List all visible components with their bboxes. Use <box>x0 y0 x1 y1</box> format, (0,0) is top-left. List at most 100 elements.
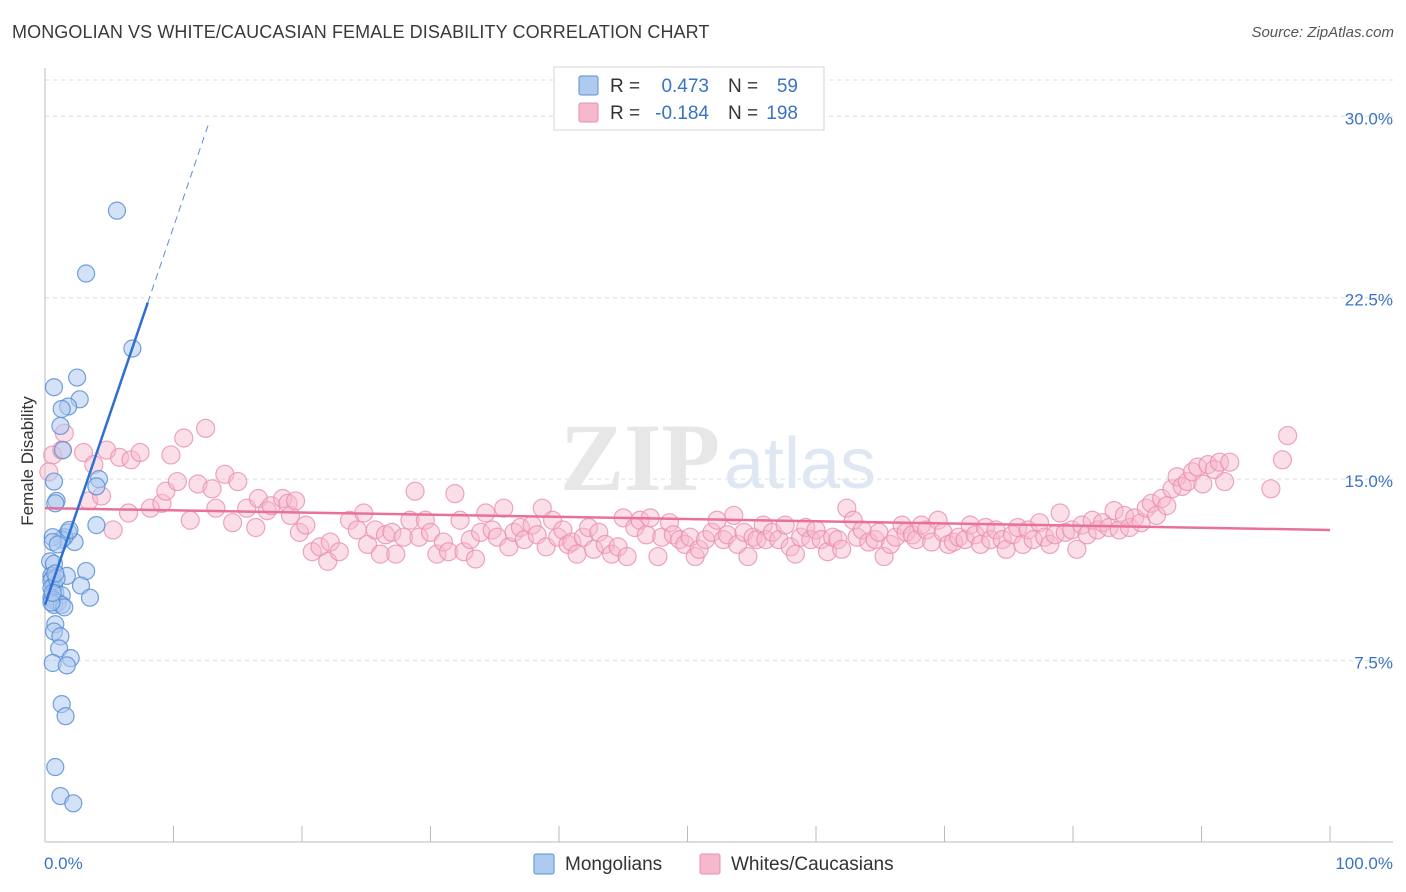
data-point-white <box>103 520 123 540</box>
series-legend-label: Mongolians <box>565 854 662 875</box>
data-point-white <box>427 544 447 564</box>
y-axis-label: Female Disability <box>18 396 37 526</box>
data-point-white <box>261 496 281 516</box>
grid-lines <box>45 79 1393 662</box>
data-point-white <box>589 522 609 542</box>
data-point-white <box>567 544 587 564</box>
data-point-white <box>886 527 906 547</box>
data-point-mongolian <box>107 201 127 220</box>
data-point-mongolian <box>87 477 106 496</box>
data-point-white <box>1220 452 1240 472</box>
trend-line-mongolians-extension <box>147 120 210 303</box>
data-point-white <box>296 515 316 535</box>
data-point-white <box>1067 539 1087 559</box>
data-point-mongolian <box>77 264 96 283</box>
data-point-mongolian <box>53 441 73 460</box>
y-tick-label: 30.0% <box>1345 109 1393 128</box>
data-point-mongolian <box>44 378 64 397</box>
data-point-white <box>874 546 894 567</box>
data-point-white <box>180 510 200 530</box>
y-tick-label: 15.0% <box>1345 472 1393 491</box>
data-point-mongolian <box>80 588 100 607</box>
data-point-white <box>494 498 514 518</box>
data-point-white <box>775 515 795 535</box>
data-point-white <box>400 510 420 530</box>
y-tick-label: 7.5% <box>1354 654 1393 673</box>
legend-r-value: 0.473 <box>661 76 709 97</box>
data-point-white <box>1050 503 1070 523</box>
data-point-white <box>617 546 637 567</box>
x-tick-label-min: 0.0% <box>44 854 83 873</box>
legend-n-value: 198 <box>766 103 798 124</box>
data-point-white <box>499 537 519 557</box>
series-legend-label: Whites/Caucasians <box>731 854 894 875</box>
data-point-white <box>510 517 531 538</box>
data-point-mongolian <box>46 757 65 777</box>
data-point-white <box>382 522 402 542</box>
watermark: ZIP atlas <box>560 404 876 511</box>
data-point-white <box>981 530 1001 550</box>
data-point-white <box>465 549 486 569</box>
data-point-white <box>202 479 222 499</box>
data-point-white <box>724 505 744 526</box>
data-point-white <box>1209 452 1230 472</box>
data-point-white <box>409 527 429 547</box>
data-point-white <box>837 498 857 518</box>
data-point-white <box>1029 513 1050 533</box>
data-point-mongolian <box>68 368 87 387</box>
data-point-white <box>811 530 831 550</box>
data-point-white <box>130 442 150 463</box>
legend-n-value: 59 <box>777 76 798 97</box>
data-point-white <box>329 542 349 562</box>
data-point-white <box>420 522 441 542</box>
trend-lines <box>43 120 1331 606</box>
legend-r-label: R = <box>610 103 640 124</box>
data-point-white <box>1141 493 1161 513</box>
data-point-white <box>206 498 226 518</box>
data-point-white <box>1104 500 1124 521</box>
data-point-white <box>689 539 709 559</box>
source-label: Source: ZipAtlas.com <box>1251 24 1394 41</box>
data-point-white <box>174 428 194 448</box>
data-point-white <box>1177 471 1197 492</box>
watermark-atlas: atlas <box>724 424 876 504</box>
data-point-mongolian <box>56 707 75 726</box>
data-point-white <box>965 525 985 545</box>
stats-legend: R = 0.473 N = 59 R = -0.184 N = 198 <box>553 66 825 131</box>
data-point-white <box>152 493 172 513</box>
data-point-white <box>280 505 301 526</box>
data-point-white <box>188 474 208 494</box>
data-point-mongolian <box>87 516 106 535</box>
data-point-white <box>433 532 453 552</box>
data-point-white <box>370 544 390 564</box>
legend-n-label: N = <box>728 103 758 124</box>
legend-r-label: R = <box>610 76 640 97</box>
data-point-white <box>785 544 806 564</box>
data-point-white <box>289 522 310 542</box>
data-point-white <box>702 522 722 542</box>
data-point-white <box>460 530 480 550</box>
data-point-mongolian <box>52 399 71 419</box>
data-point-white <box>393 527 414 547</box>
data-point-white <box>196 418 216 438</box>
data-point-white <box>386 544 406 564</box>
data-point-white <box>118 503 139 523</box>
data-point-white <box>1040 534 1060 555</box>
data-point-white <box>992 530 1012 550</box>
data-point-white <box>109 447 130 467</box>
series-legend-swatch <box>533 853 555 875</box>
data-point-white <box>738 546 758 567</box>
x-tick-label-max: 100.0% <box>1335 854 1393 873</box>
y-tick-label: 22.5% <box>1345 291 1393 310</box>
data-point-white <box>140 498 160 518</box>
legend-swatch <box>578 75 599 96</box>
data-point-white <box>246 517 266 538</box>
data-point-white <box>1157 496 1177 516</box>
data-point-white <box>906 530 926 550</box>
watermark-zip: ZIP <box>560 404 720 511</box>
data-point-white <box>832 539 852 559</box>
series-legend: Mongolians Whites/Caucasians <box>533 853 894 875</box>
trend-line-whites <box>44 506 1331 532</box>
data-point-white <box>1193 474 1213 494</box>
